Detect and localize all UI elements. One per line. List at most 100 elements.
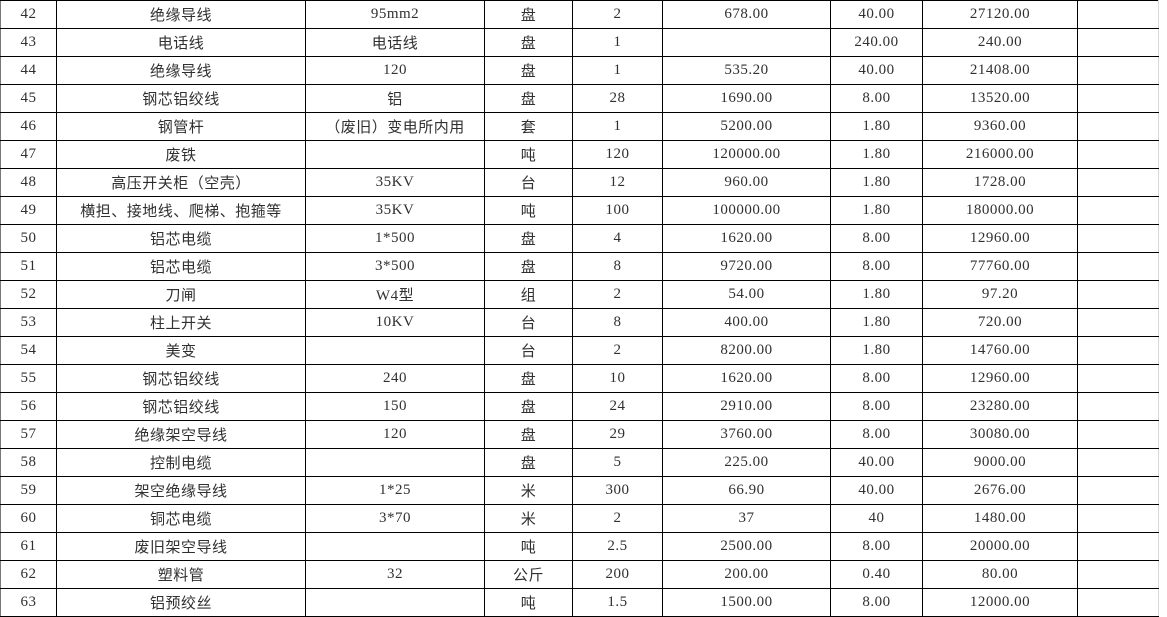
cell-quantity: 28 (572, 84, 663, 113)
cell-quantity: 2 (572, 280, 663, 309)
cell-rate: 1.80 (830, 140, 923, 169)
cell-unit: 盘 (484, 364, 573, 393)
cell-unit: 吨 (484, 532, 573, 561)
cell-item-name: 钢芯铝绞线 (56, 364, 306, 393)
cell-item-name: 架空绝缘导线 (56, 476, 306, 505)
cell-spec: 35KV (305, 196, 485, 225)
cell-price: 1500.00 (662, 588, 831, 617)
cell-blank (1077, 224, 1159, 253)
cell-blank (1077, 588, 1159, 617)
cell-quantity: 120 (572, 140, 663, 169)
cell-amount: 21408.00 (922, 56, 1078, 85)
table-row: 48 高压开关柜（空壳） 35KV 台 12 960.00 1.80 1728.00 (0, 168, 1159, 197)
cell-price: 120000.00 (662, 140, 831, 169)
cell-seq: 61 (0, 532, 57, 561)
cell-quantity: 1 (572, 28, 663, 57)
cell-unit: 米 (484, 476, 573, 505)
cell-rate: 8.00 (830, 224, 923, 253)
cell-seq: 49 (0, 196, 57, 225)
cell-amount: 180000.00 (922, 196, 1078, 225)
cell-seq: 45 (0, 84, 57, 113)
cell-rate: 8.00 (830, 252, 923, 281)
cell-rate: 40.00 (830, 0, 923, 29)
cell-price: 5200.00 (662, 112, 831, 141)
cell-blank (1077, 448, 1159, 477)
cell-quantity: 100 (572, 196, 663, 225)
table-row: 57 绝缘架空导线 120 盘 29 3760.00 8.00 30080.00 (0, 420, 1159, 449)
cell-rate: 240.00 (830, 28, 923, 57)
cell-seq: 42 (0, 0, 57, 29)
cell-item-name: 高压开关柜（空壳） (56, 168, 306, 197)
cell-rate: 1.80 (830, 308, 923, 337)
cell-blank (1077, 532, 1159, 561)
cell-unit: 台 (484, 168, 573, 197)
cell-amount: 23280.00 (922, 392, 1078, 421)
cell-rate: 40.00 (830, 476, 923, 505)
cell-item-name: 横担、接地线、爬梯、抱箍等 (56, 196, 306, 225)
cell-item-name: 控制电缆 (56, 448, 306, 477)
cell-seq: 58 (0, 448, 57, 477)
cell-blank (1077, 0, 1159, 29)
cell-spec: 3*70 (305, 504, 485, 533)
cell-blank (1077, 168, 1159, 197)
cell-seq: 44 (0, 56, 57, 85)
cell-unit: 米 (484, 504, 573, 533)
cell-price: 200.00 (662, 560, 831, 589)
cell-price: 54.00 (662, 280, 831, 309)
table-row: 42 绝缘导线 95mm2 盘 2 678.00 40.00 27120.00 (0, 0, 1159, 29)
cell-rate: 8.00 (830, 588, 923, 617)
cell-spec: 电话线 (305, 28, 485, 57)
cell-rate: 1.80 (830, 196, 923, 225)
cell-price: 66.90 (662, 476, 831, 505)
cell-rate: 8.00 (830, 392, 923, 421)
cell-spec: 240 (305, 364, 485, 393)
cell-quantity: 200 (572, 560, 663, 589)
cell-price: 1620.00 (662, 364, 831, 393)
cell-seq: 43 (0, 28, 57, 57)
cell-blank (1077, 504, 1159, 533)
cell-spec: 32 (305, 560, 485, 589)
cell-rate: 8.00 (830, 420, 923, 449)
cell-unit: 吨 (484, 196, 573, 225)
cell-quantity: 10 (572, 364, 663, 393)
cell-price: 960.00 (662, 168, 831, 197)
cell-seq: 60 (0, 504, 57, 533)
cell-seq: 50 (0, 224, 57, 253)
cell-blank (1077, 140, 1159, 169)
cell-price: 2910.00 (662, 392, 831, 421)
cell-item-name: 钢芯铝绞线 (56, 392, 306, 421)
cell-blank (1077, 308, 1159, 337)
cell-quantity: 8 (572, 252, 663, 281)
cell-seq: 48 (0, 168, 57, 197)
cell-rate: 40.00 (830, 448, 923, 477)
cell-amount: 14760.00 (922, 336, 1078, 365)
table-row: 53 柱上开关 10KV 台 8 400.00 1.80 720.00 (0, 308, 1159, 337)
cell-price: 1690.00 (662, 84, 831, 113)
cell-blank (1077, 420, 1159, 449)
cell-amount: 1728.00 (922, 168, 1078, 197)
table-row: 60 铜芯电缆 3*70 米 2 37 40 1480.00 (0, 504, 1159, 533)
cell-rate: 8.00 (830, 84, 923, 113)
cell-amount: 216000.00 (922, 140, 1078, 169)
cell-rate: 1.80 (830, 336, 923, 365)
cell-spec: 95mm2 (305, 0, 485, 29)
cell-price: 8200.00 (662, 336, 831, 365)
cell-unit: 台 (484, 308, 573, 337)
cell-seq: 55 (0, 364, 57, 393)
table-row: 59 架空绝缘导线 1*25 米 300 66.90 40.00 2676.00 (0, 476, 1159, 505)
cell-unit: 盘 (484, 28, 573, 57)
cell-price: 100000.00 (662, 196, 831, 225)
cell-unit: 盘 (484, 84, 573, 113)
cell-amount: 30080.00 (922, 420, 1078, 449)
table-row: 47 废铁 吨 120 120000.00 1.80 216000.00 (0, 140, 1159, 169)
cell-price: 678.00 (662, 0, 831, 29)
cell-quantity: 2 (572, 504, 663, 533)
cell-price: 1620.00 (662, 224, 831, 253)
cell-quantity: 1 (572, 56, 663, 85)
table-row: 56 钢芯铝绞线 150 盘 24 2910.00 8.00 23280.00 (0, 392, 1159, 421)
cell-amount: 12000.00 (922, 588, 1078, 617)
cell-seq: 62 (0, 560, 57, 589)
cell-seq: 56 (0, 392, 57, 421)
cell-quantity: 29 (572, 420, 663, 449)
